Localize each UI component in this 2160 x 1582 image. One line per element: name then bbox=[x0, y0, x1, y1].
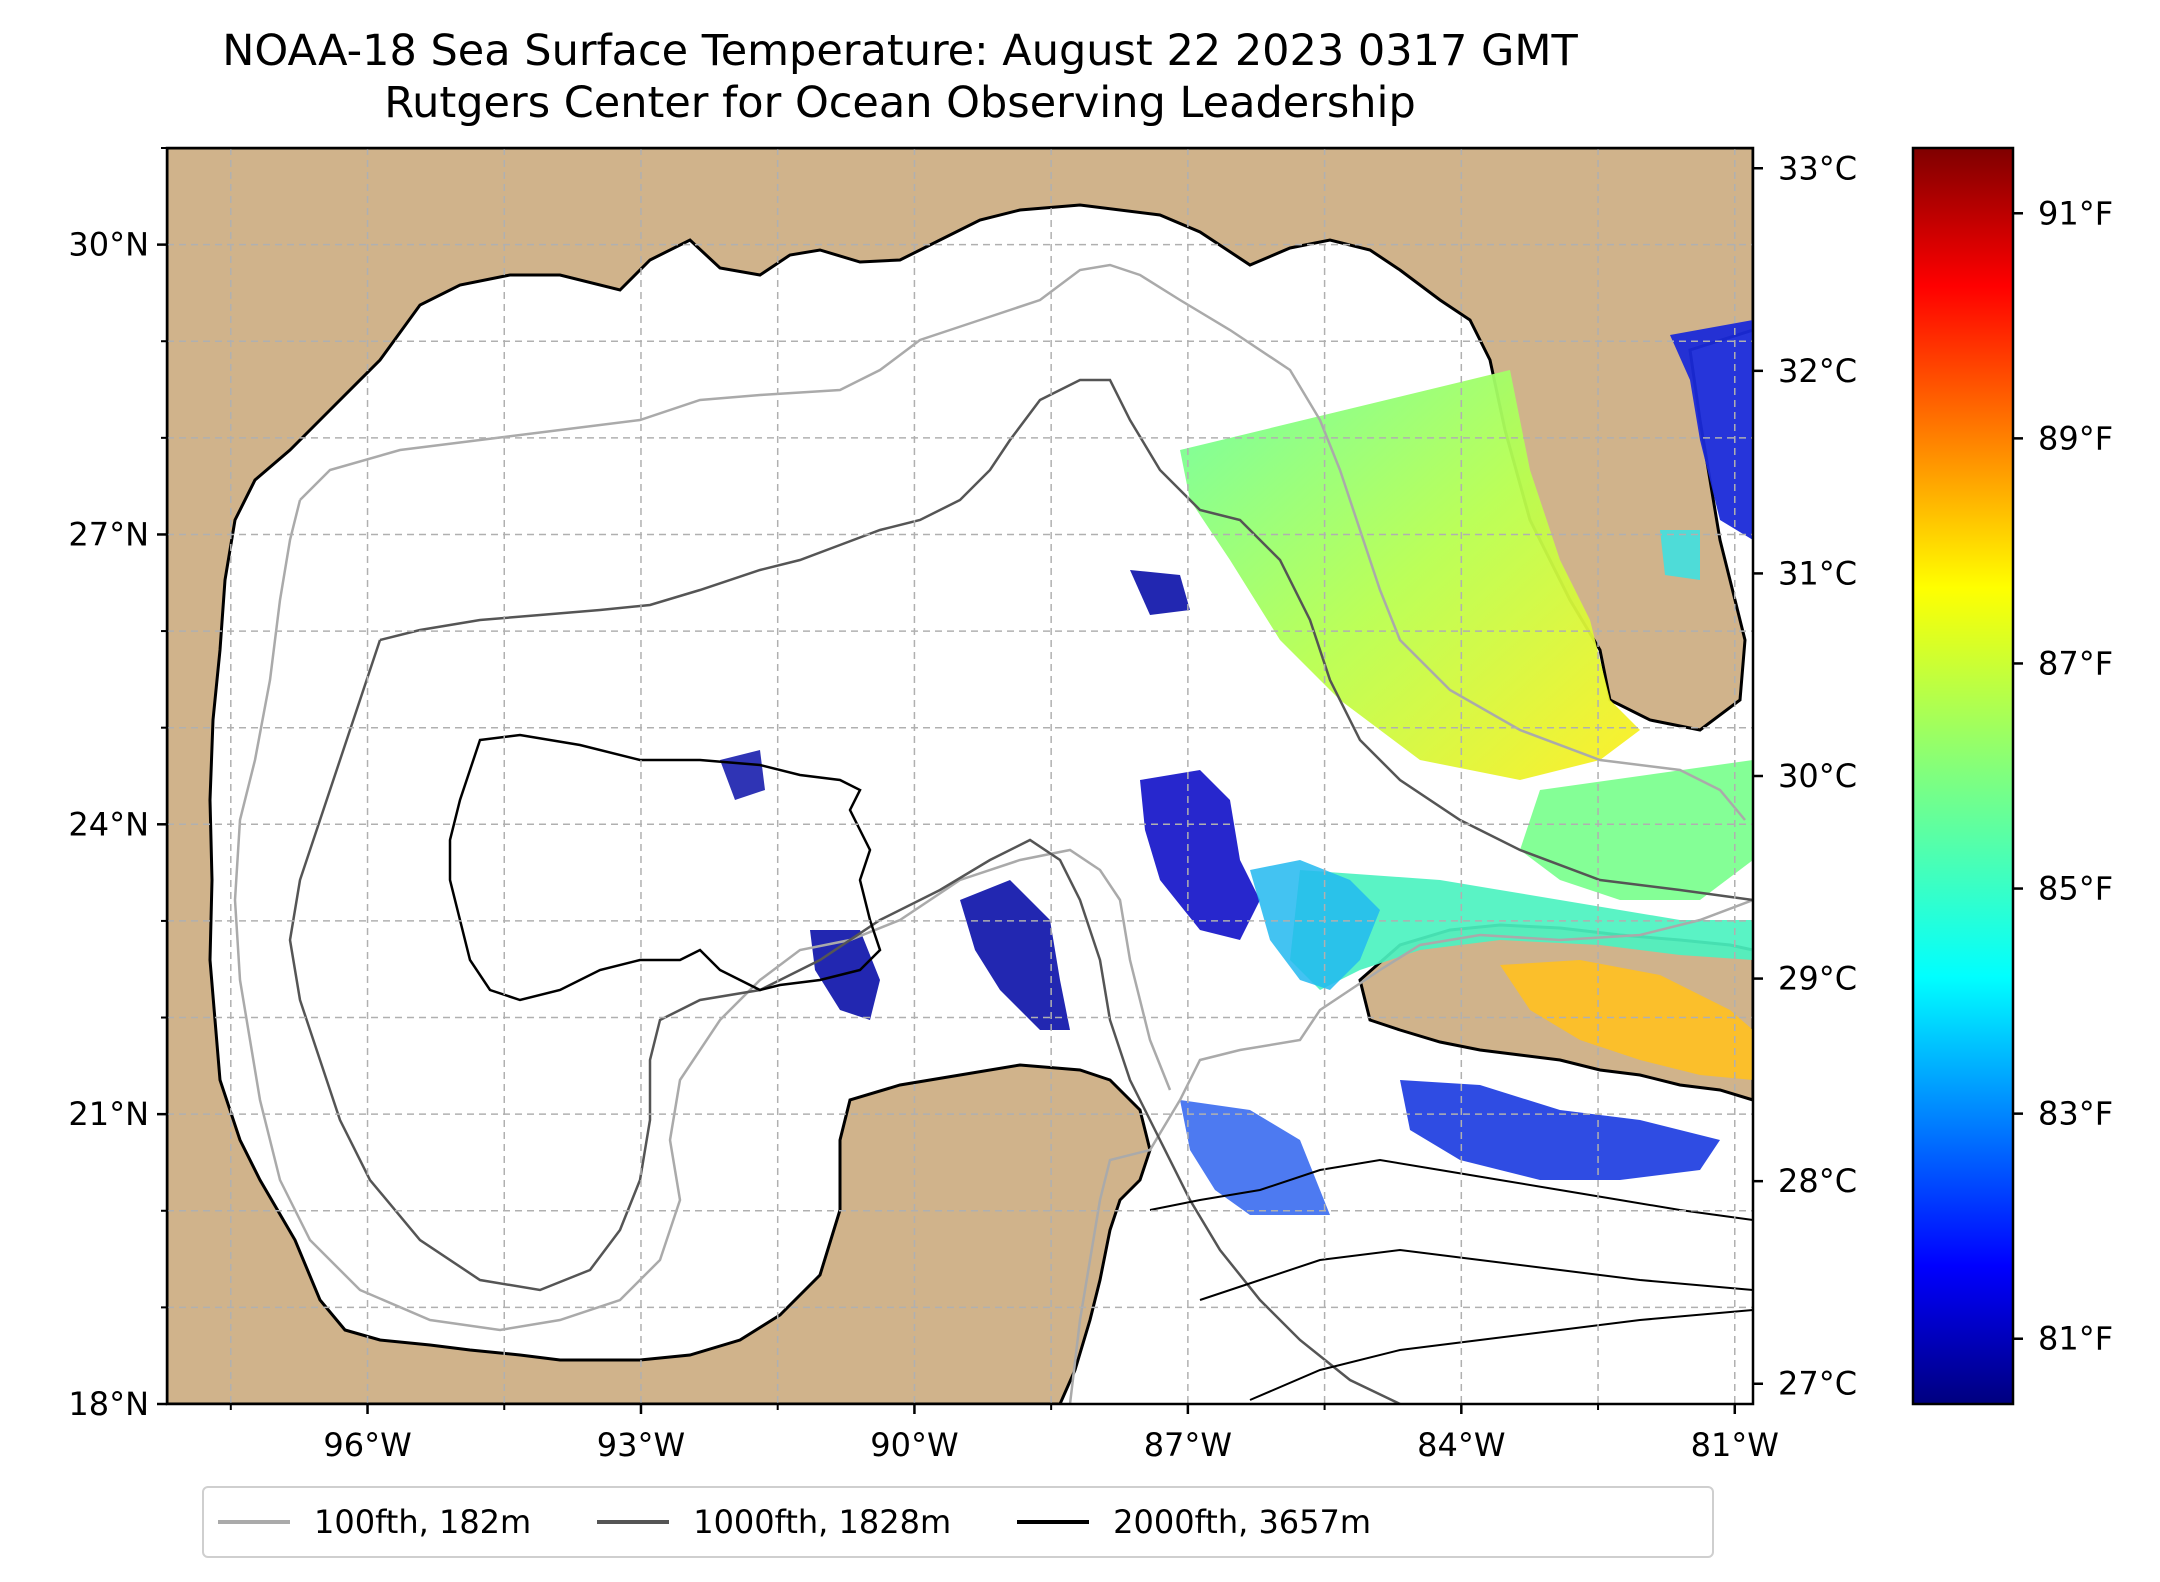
celsius-tick-label: 28°C bbox=[1778, 1162, 1857, 1200]
latitude-axis: 30°N 27°N 24°N 21°N 18°N bbox=[68, 147, 167, 1423]
legend-swatch-1000fth bbox=[597, 1520, 670, 1524]
celsius-tick-label: 30°C bbox=[1778, 757, 1857, 795]
colorbar bbox=[1911, 146, 2015, 1406]
contour-2000fth-south bbox=[1149, 1158, 1753, 1401]
fahrenheit-tick-label: 89°F bbox=[2038, 419, 2113, 457]
lat-tick-label: 24°N bbox=[68, 805, 149, 843]
sst-patch-yucatan-channel bbox=[1180, 1100, 1330, 1215]
longitude-axis: 96°W 93°W 90°W 87°W 84°W 81°W bbox=[229, 1404, 1779, 1464]
lon-tick-label: 84°W bbox=[1417, 1426, 1505, 1464]
sst-patch-straits bbox=[1290, 870, 1753, 990]
bathymetry-legend: 100fth, 182m 1000fth, 1828m 2000fth, 365… bbox=[202, 1486, 1714, 1558]
fahrenheit-tick-label: 81°F bbox=[2038, 1320, 2113, 1358]
fahrenheit-tick-label: 87°F bbox=[2038, 644, 2113, 682]
sst-patch-south-cuba-warm bbox=[1500, 960, 1753, 1080]
lat-tick-label: 30°N bbox=[68, 226, 149, 264]
legend-item-100fth: 100fth, 182m bbox=[218, 1503, 531, 1541]
fahrenheit-tick-label: 91°F bbox=[2038, 194, 2113, 232]
bathymetry-contours bbox=[233, 263, 1753, 1404]
legend-item-1000fth: 1000fth, 1828m bbox=[597, 1503, 951, 1541]
lon-tick-label: 93°W bbox=[597, 1426, 685, 1464]
legend-label-100fth: 100fth, 182m bbox=[314, 1503, 532, 1541]
sst-patch-central bbox=[960, 880, 1070, 1030]
lon-tick-label: 81°W bbox=[1691, 1426, 1779, 1464]
lon-tick-label: 90°W bbox=[870, 1426, 958, 1464]
legend-swatch-100fth bbox=[218, 1520, 290, 1524]
celsius-tick-label: 27°C bbox=[1778, 1365, 1857, 1403]
sst-patch-florida-bay bbox=[1660, 530, 1700, 580]
lon-tick-label: 87°W bbox=[1144, 1426, 1232, 1464]
celsius-tick-label: 32°C bbox=[1778, 352, 1857, 390]
map-subtitle: Rutgers Center for Ocean Observing Leade… bbox=[384, 78, 1416, 128]
celsius-tick-label: 31°C bbox=[1778, 554, 1857, 592]
sst-data-layer bbox=[720, 320, 1753, 1215]
land-us-gulf-coast bbox=[167, 148, 1753, 1404]
legend-swatch-2000fth bbox=[1017, 1520, 1090, 1524]
lat-tick-label: 27°N bbox=[68, 515, 149, 553]
legend-label-1000fth: 1000fth, 1828m bbox=[693, 1503, 952, 1541]
contour-1000fth bbox=[288, 378, 1753, 1404]
contour-2000fth bbox=[448, 733, 882, 1002]
sst-swath-florida-atlantic bbox=[1670, 320, 1753, 540]
contour-100fth bbox=[233, 263, 1753, 1404]
fahrenheit-tick-label: 85°F bbox=[2038, 870, 2113, 908]
lon-tick-label: 96°W bbox=[323, 1426, 411, 1464]
legend-label-2000fth: 2000fth, 3657m bbox=[1113, 1503, 1372, 1541]
sst-patch-keys bbox=[1520, 760, 1753, 900]
legend-item-2000fth: 2000fth, 3657m bbox=[1017, 1503, 1371, 1541]
map-gridlines bbox=[167, 147, 1753, 1404]
lat-tick-label: 18°N bbox=[68, 1385, 149, 1423]
lat-tick-label: 21°N bbox=[68, 1095, 149, 1133]
sst-patch-central-east-2 bbox=[1250, 860, 1380, 990]
celsius-tick-label: 33°C bbox=[1778, 149, 1857, 187]
map-title: NOAA-18 Sea Surface Temperature: August … bbox=[222, 26, 1578, 76]
colorbar-fahrenheit-axis: 91°F 89°F 87°F 85°F 83°F 81°F bbox=[2013, 194, 2113, 1358]
sst-patch-central-east bbox=[1140, 770, 1260, 940]
sst-swath-north bbox=[1180, 370, 1640, 780]
colorbar-celsius-axis: 33°C 32°C 31°C 30°C 29°C 28°C 27°C bbox=[1753, 149, 1857, 1403]
fahrenheit-tick-label: 83°F bbox=[2038, 1095, 2113, 1133]
sst-patch-south-cuba-cool bbox=[1400, 1080, 1720, 1180]
celsius-tick-label: 29°C bbox=[1778, 960, 1857, 998]
sst-patch-northeast-small bbox=[1130, 570, 1190, 615]
